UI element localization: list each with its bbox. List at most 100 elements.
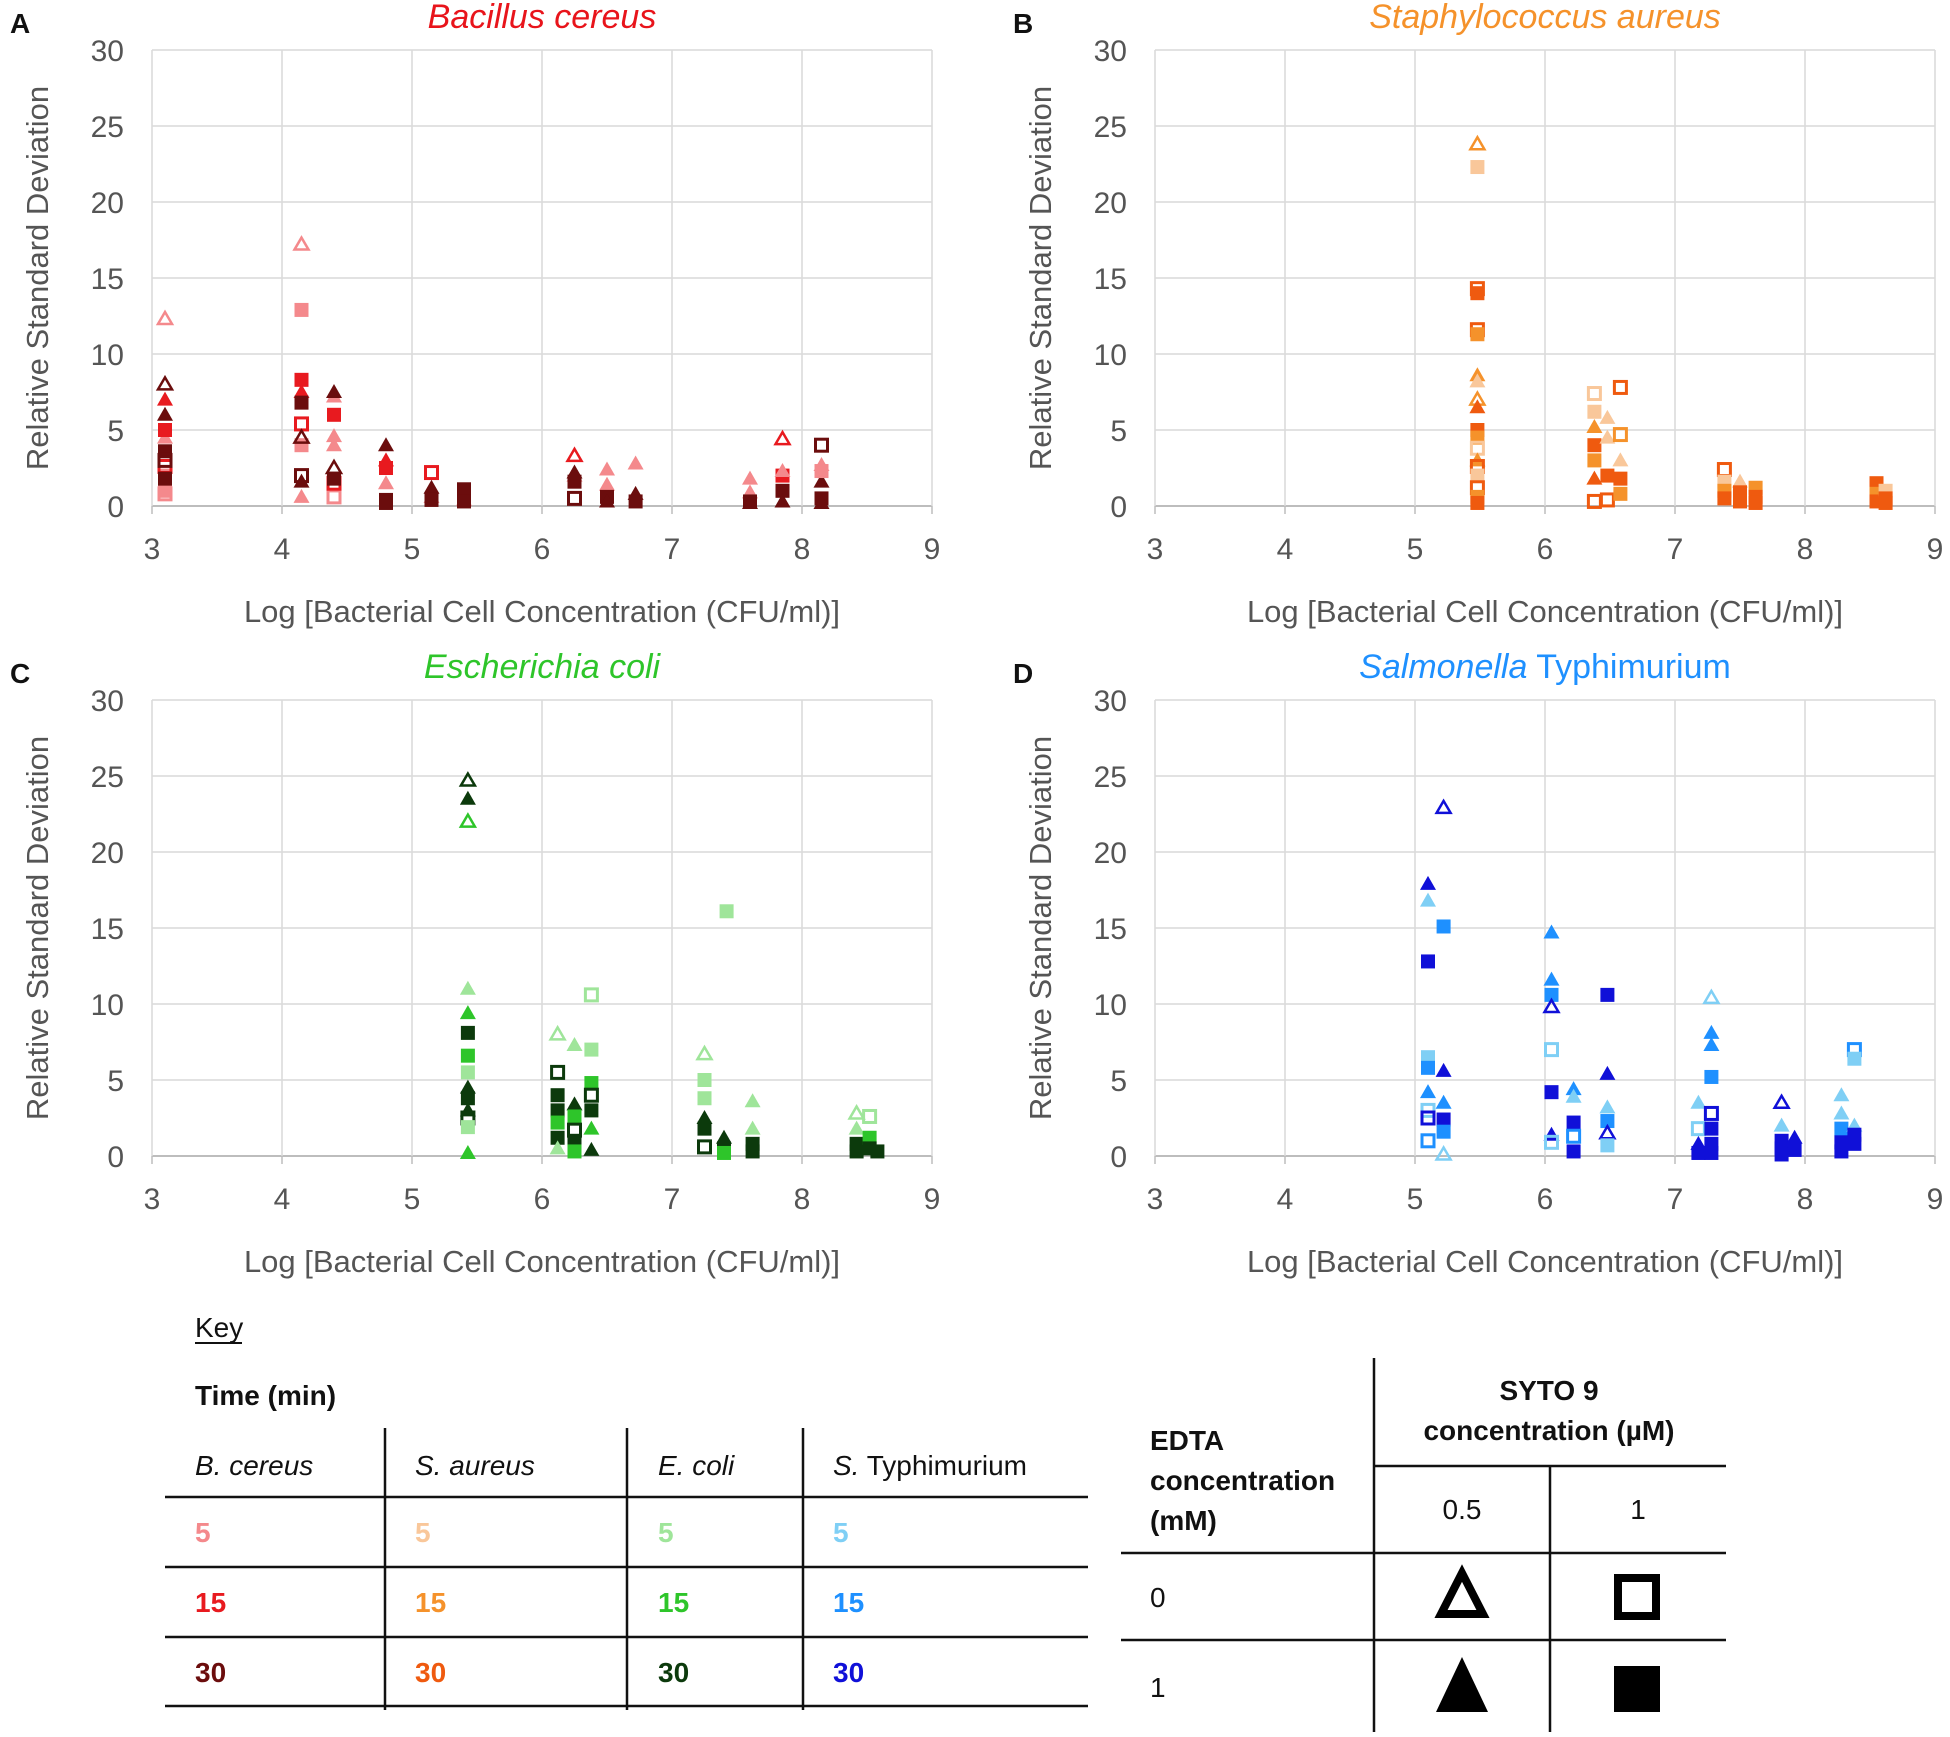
- x-tick-label: 4: [274, 1183, 291, 1216]
- x-tick-label: 6: [534, 1183, 551, 1216]
- data-point-square-filled: [719, 904, 734, 919]
- data-point-square-filled: [628, 494, 643, 509]
- y-tick-label: 30: [91, 35, 124, 68]
- chart-title: Escherichia coli: [424, 648, 662, 686]
- data-point-triangle-filled: [293, 473, 310, 488]
- x-tick-label: 8: [794, 533, 811, 566]
- data-point-square-filled: [1470, 468, 1485, 483]
- data-point-triangle-filled: [1420, 892, 1436, 907]
- y-tick-label: 25: [91, 111, 124, 144]
- key-time-value: 15: [833, 1587, 864, 1618]
- key-edta-value-1: 1: [1150, 1672, 1166, 1703]
- data-point-triangle-filled: [1435, 1062, 1452, 1077]
- data-point-square-open: [567, 490, 582, 506]
- y-axis-label: Relative Standard Deviation: [20, 86, 55, 470]
- data-point-triangle-filled: [1469, 399, 1486, 414]
- y-tick-label: 0: [107, 1141, 124, 1174]
- data-point-triangle-open: [458, 812, 478, 828]
- chart-title: Bacillus cereus: [428, 0, 657, 36]
- data-point-square-open: [1703, 1105, 1719, 1121]
- data-point-square-filled: [1436, 919, 1451, 934]
- data-point-square-filled: [294, 372, 309, 387]
- y-axis-label: Relative Standard Deviation: [1023, 736, 1058, 1120]
- data-point-square-filled: [158, 423, 172, 437]
- y-tick-label: 20: [1094, 187, 1127, 220]
- y-tick-label: 25: [1094, 111, 1127, 144]
- data-point-triangle-filled: [1599, 1099, 1616, 1114]
- data-point-square-filled: [1566, 1144, 1581, 1159]
- data-point-square-filled: [1691, 1145, 1706, 1160]
- key-species-styphimurium: S. Typhimurium: [833, 1450, 1027, 1481]
- data-point-square-filled: [1834, 1121, 1849, 1136]
- key-time-value: 30: [658, 1657, 689, 1688]
- data-point-triangle-filled: [1565, 1088, 1582, 1103]
- data-point-triangle-filled: [696, 1110, 713, 1124]
- data-point-square-filled: [814, 464, 829, 479]
- data-point-triangle-filled: [813, 473, 830, 488]
- x-tick-label: 4: [1277, 1183, 1294, 1216]
- key-time-values: 5 15 30 5 15 30 5 15 30 5 15 30: [195, 1517, 864, 1688]
- y-tick-label: 5: [1110, 415, 1127, 448]
- y-tick-label: 20: [1094, 837, 1127, 870]
- x-tick-label: 6: [534, 533, 551, 566]
- data-point-triangle-open: [292, 428, 311, 444]
- y-tick-label: 5: [107, 1065, 124, 1098]
- data-points: [1420, 798, 1863, 1162]
- x-tick-label: 3: [144, 1183, 161, 1216]
- data-point-triangle-filled: [1420, 875, 1436, 890]
- y-tick-label: 15: [91, 913, 124, 946]
- x-tick-label: 5: [1407, 1183, 1424, 1216]
- data-point-square-filled: [1704, 1069, 1719, 1084]
- x-tick-label: 8: [1797, 1183, 1814, 1216]
- data-point-square-filled: [849, 1144, 864, 1159]
- data-point-square-open: [1420, 1133, 1436, 1149]
- data-point-square-filled: [567, 1144, 582, 1159]
- key-time-value: 5: [415, 1517, 431, 1548]
- data-point-square-filled: [1847, 1136, 1862, 1151]
- data-point-square-filled: [1847, 1051, 1862, 1066]
- data-point-triangle-filled: [1469, 373, 1486, 388]
- y-tick-label: 5: [107, 415, 124, 448]
- x-tick-label: 3: [1147, 1183, 1164, 1216]
- data-point-triangle-filled: [1703, 1024, 1720, 1039]
- data-point-triangle-filled: [1786, 1129, 1803, 1144]
- y-tick-label: 0: [1110, 1141, 1127, 1174]
- data-point-triangle-filled: [326, 428, 342, 443]
- data-point-triangle-filled: [378, 475, 394, 490]
- data-point-triangle-open: [324, 458, 344, 475]
- data-point-triangle-open: [1542, 997, 1561, 1014]
- data-point-triangle-filled: [599, 461, 615, 476]
- data-point-square-filled: [717, 1145, 731, 1160]
- data-point-square-filled: [1421, 1060, 1435, 1075]
- data-point-square-filled: [1544, 987, 1559, 1002]
- data-point-triangle-filled: [599, 476, 615, 491]
- key-time-value: 30: [415, 1657, 446, 1688]
- data-point-square-filled: [697, 1091, 712, 1106]
- panel-letter: D: [1013, 658, 1033, 689]
- data-point-square-open: [1544, 1134, 1559, 1150]
- chart-panel-d: 0 5 10 15 20 25 30 3 4 5 6 7 8 9 Log [Bacterial Cell C…: [1013, 648, 1943, 1279]
- chart-title: Salmonella Typhimurium: [1359, 648, 1731, 686]
- key-species-ecoli: E. coli: [658, 1450, 735, 1481]
- data-point-square-filled: [1774, 1147, 1789, 1162]
- x-axis-label: Log [Bacterial Cell Concentration (CFU/m…: [1247, 1244, 1843, 1279]
- data-point-triangle-filled: [293, 384, 310, 398]
- key-time-value: 5: [833, 1517, 849, 1548]
- x-axis-label: Log [Bacterial Cell Concentration (CFU/m…: [244, 1244, 840, 1279]
- data-point-square-open: [1716, 462, 1732, 478]
- data-point-triangle-filled: [1833, 1087, 1850, 1102]
- data-point-triangle-open: [155, 309, 175, 326]
- filled-triangle-icon: [1436, 1657, 1488, 1712]
- data-point-square-filled: [1587, 438, 1602, 453]
- y-axis-label: Relative Standard Deviation: [20, 736, 55, 1120]
- data-point-triangle-filled: [1773, 1117, 1790, 1132]
- data-point-square-open: [326, 489, 342, 505]
- data-points: [155, 235, 830, 510]
- data-point-square-filled: [697, 1121, 712, 1136]
- x-tick-label: 7: [1667, 1183, 1684, 1216]
- y-tick-label: 30: [1094, 685, 1127, 718]
- panel-letter: A: [10, 8, 30, 39]
- data-point-triangle-filled: [566, 464, 583, 479]
